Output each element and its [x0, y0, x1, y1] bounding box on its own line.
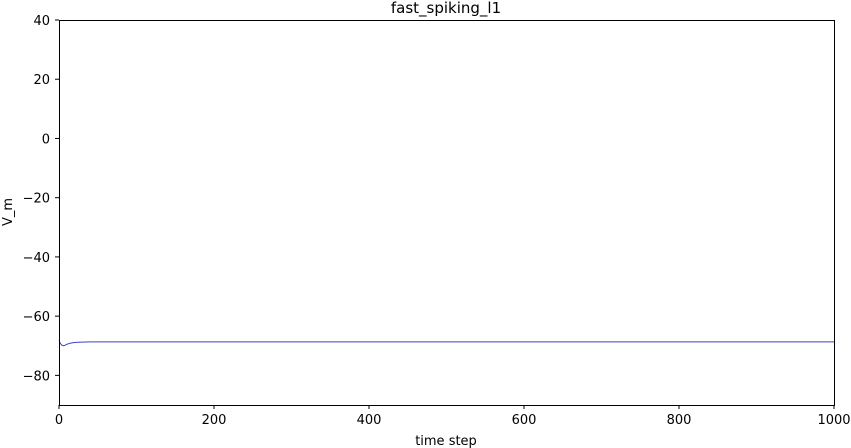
- x-tick-label: 200: [202, 413, 227, 428]
- y-axis-label: V_m: [1, 198, 16, 226]
- plot-frame: [59, 20, 835, 406]
- y-tick-label: −40: [23, 251, 50, 266]
- x-tick-label: 800: [667, 413, 692, 428]
- chart-title: fast_spiking_l1: [391, 0, 501, 18]
- series-line: [58, 340, 834, 347]
- x-axis-label: time step: [415, 434, 477, 448]
- y-tick-label: −20: [23, 192, 50, 207]
- plot-area: [59, 20, 834, 405]
- y-tick-label: 0: [42, 132, 50, 147]
- x-tick-label: 0: [55, 413, 63, 428]
- y-tick-label: 40: [33, 14, 50, 29]
- y-tick-label: −60: [23, 310, 50, 325]
- y-tick-label: 20: [33, 73, 50, 88]
- x-axis: 0 200 400 600 800 1000: [55, 405, 851, 428]
- y-axis: −80 −60 −40 −20 0 20 40: [23, 14, 59, 384]
- x-tick-label: 600: [512, 413, 537, 428]
- x-tick-label: 1000: [817, 413, 850, 428]
- y-tick-label: −80: [23, 369, 50, 384]
- plot-marks: [58, 340, 834, 347]
- x-tick-label: 400: [357, 413, 382, 428]
